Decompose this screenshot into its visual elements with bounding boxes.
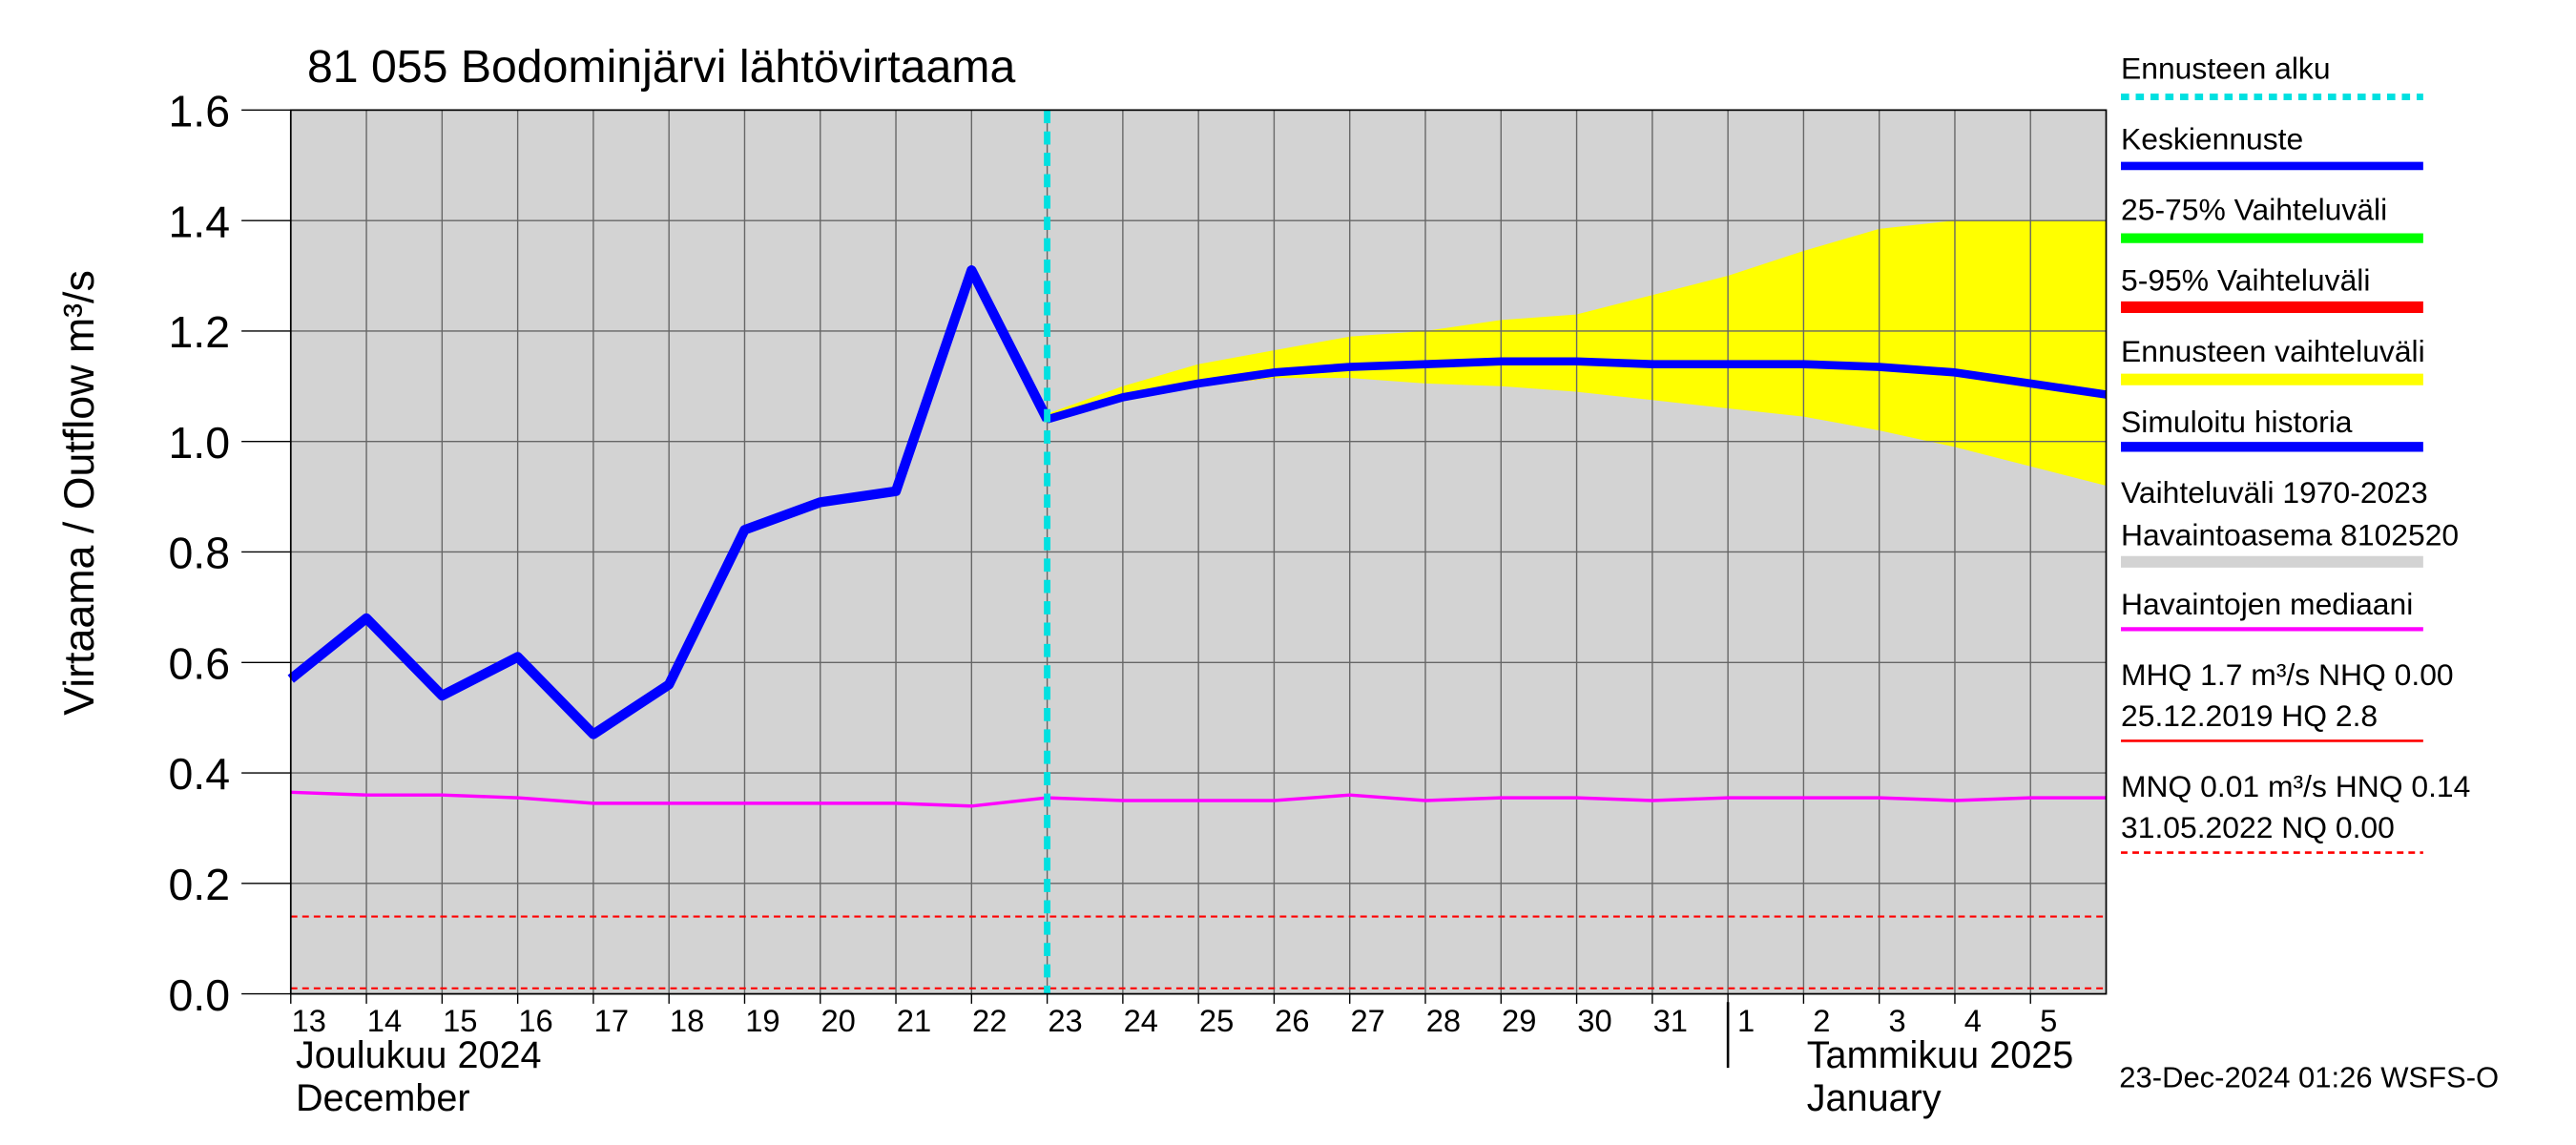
x-tick-label: 21 (897, 1003, 931, 1038)
legend-stat: MHQ 1.7 m³/s NHQ 0.00 (2121, 657, 2454, 692)
month-label: Tammikuu 2025 (1807, 1034, 2074, 1076)
x-tick-label: 15 (443, 1003, 477, 1038)
x-tick-label: 28 (1426, 1003, 1461, 1038)
y-tick-label: 0.0 (168, 970, 230, 1020)
x-tick-label: 2 (1813, 1003, 1830, 1038)
x-tick-label: 20 (821, 1003, 855, 1038)
legend-label: Ennusteen vaihteluväli (2121, 334, 2425, 368)
x-tick-label: 16 (518, 1003, 552, 1038)
x-tick-label: 19 (745, 1003, 779, 1038)
series-line (290, 790, 2107, 808)
x-tick-label: 27 (1350, 1003, 1384, 1038)
y-tick-label: 1.4 (168, 197, 230, 246)
chart-title: 81 055 Bodominjärvi lähtövirtaama (307, 41, 1015, 93)
y-tick-label: 0.4 (168, 749, 230, 799)
x-tick-label: 31 (1653, 1003, 1688, 1038)
series-line (287, 265, 1052, 739)
legend-label: Havaintoasema 8102520 (2121, 518, 2459, 552)
x-tick-label: 22 (972, 1003, 1007, 1038)
y-tick-label: 0.2 (168, 860, 230, 909)
month-label-en: December (296, 1077, 470, 1119)
x-tick-label: 13 (292, 1003, 326, 1038)
x-tick-label: 3 (1889, 1003, 1906, 1038)
y-tick-label: 0.8 (168, 529, 230, 578)
legend-stat: 25.12.2019 HQ 2.8 (2121, 698, 2378, 733)
y-tick-label: 0.6 (168, 638, 230, 688)
y-axis-label: Virtaama / Outflow m³/s (55, 270, 103, 716)
x-tick-label: 30 (1577, 1003, 1611, 1038)
x-tick-label: 14 (367, 1003, 402, 1038)
legend-label: Keskiennuste (2121, 122, 2303, 156)
x-tick-label: 5 (2040, 1003, 2057, 1038)
legend-stat: MNQ 0.01 m³/s HNQ 0.14 (2121, 769, 2470, 803)
legend-label: Ennusteen alku (2121, 52, 2331, 86)
x-tick-label: 26 (1275, 1003, 1309, 1038)
month-label-en: January (1807, 1077, 1942, 1119)
footer: 23-Dec-2024 01:26 WSFS-O (2119, 1061, 2499, 1094)
series-line (1046, 357, 2108, 424)
legend-label: 25-75% Vaihteluväli (2121, 193, 2387, 227)
legend-label: Simuloitu historia (2121, 405, 2353, 439)
x-tick-label: 23 (1048, 1003, 1082, 1038)
x-tick-label: 18 (670, 1003, 704, 1038)
y-tick-label: 1.2 (168, 307, 230, 357)
x-tick-label: 4 (1964, 1003, 1982, 1038)
legend-stat: 31.05.2022 NQ 0.00 (2121, 810, 2395, 844)
x-tick-label: 1 (1737, 1003, 1755, 1038)
month-label: Joulukuu 2024 (296, 1034, 542, 1076)
x-tick-label: 17 (594, 1003, 629, 1038)
x-tick-label: 25 (1199, 1003, 1234, 1038)
y-tick-label: 1.0 (168, 418, 230, 468)
legend-label: Havaintojen mediaani (2121, 587, 2413, 621)
y-tick-label: 1.6 (168, 87, 230, 136)
legend-label: 5-95% Vaihteluväli (2121, 263, 2370, 298)
x-tick-label: 24 (1124, 1003, 1158, 1038)
x-tick-label: 29 (1502, 1003, 1536, 1038)
legend-label: Vaihteluväli 1970-2023 (2121, 475, 2428, 510)
plot-frame (289, 109, 2108, 995)
